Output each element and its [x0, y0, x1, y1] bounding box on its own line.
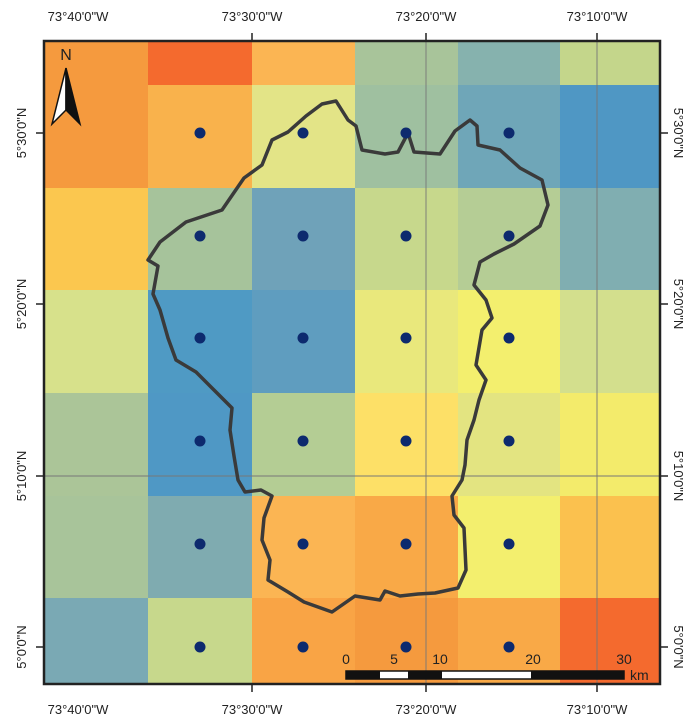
- station-point: [297, 230, 309, 242]
- bottom-longitude-label: 73°40'0"W: [48, 702, 109, 717]
- scale-tick-label: 10: [432, 651, 448, 667]
- right-latitude-label: 5°10'0"N: [671, 451, 686, 502]
- grid-cell: [44, 496, 148, 598]
- grid-cell: [355, 41, 458, 85]
- station-point: [503, 332, 515, 344]
- left-latitude-label: 5°30'0"N: [14, 108, 29, 159]
- grid-cell: [252, 598, 355, 684]
- north-label: N: [60, 47, 72, 64]
- top-longitude-label: 73°40'0"W: [48, 9, 109, 24]
- station-point: [503, 127, 515, 139]
- station-point: [400, 641, 412, 653]
- scale-tick-label: 0: [342, 651, 350, 667]
- top-longitude-label: 73°10'0"W: [567, 9, 628, 24]
- scale-unit-label: km: [630, 667, 649, 683]
- raster-grid: [44, 41, 660, 684]
- scale-bar: 0 5 10 20 30 km: [342, 651, 649, 683]
- station-point: [194, 435, 206, 447]
- bottom-longitude-label: 73°20'0"W: [396, 702, 457, 717]
- station-point: [400, 127, 412, 139]
- scale-bar-segment: [531, 671, 624, 679]
- bottom-longitude-label: 73°10'0"W: [567, 702, 628, 717]
- station-point: [194, 538, 206, 550]
- north-arrow-icon: N: [50, 47, 82, 127]
- station-point: [503, 538, 515, 550]
- right-latitude-label: 5°20'0"N: [671, 279, 686, 330]
- left-latitude-label: 5°20'0"N: [14, 279, 29, 330]
- top-longitude-label: 73°30'0"W: [222, 9, 283, 24]
- grid-cell: [560, 290, 660, 393]
- grid-cell: [252, 41, 355, 85]
- grid-cell: [44, 393, 148, 496]
- station-point: [400, 230, 412, 242]
- grid-cell: [560, 188, 660, 290]
- station-point: [194, 641, 206, 653]
- scale-bar-segment: [408, 671, 442, 679]
- station-point: [194, 230, 206, 242]
- station-point: [297, 332, 309, 344]
- station-point: [297, 641, 309, 653]
- right-latitude-label: 5°0'0"N: [671, 625, 686, 668]
- station-point: [297, 538, 309, 550]
- left-latitude-label: 5°0'0"N: [14, 625, 29, 668]
- station-point: [400, 538, 412, 550]
- map-frame: [42, 39, 662, 686]
- station-point: [400, 435, 412, 447]
- graticule-lines: [44, 41, 660, 684]
- scale-bar-segment: [346, 671, 380, 679]
- scale-tick-label: 5: [390, 651, 398, 667]
- grid-cell: [44, 41, 148, 85]
- bottom-longitude-label: 73°30'0"W: [222, 702, 283, 717]
- top-longitude-label: 73°20'0"W: [396, 9, 457, 24]
- watershed-boundary: [146, 99, 550, 614]
- grid-cell: [44, 290, 148, 393]
- station-point: [503, 230, 515, 242]
- station-point: [194, 332, 206, 344]
- frame-ticks: [36, 33, 668, 692]
- grid-cell: [560, 393, 660, 496]
- grid-cell: [560, 41, 660, 85]
- grid-cell: [148, 598, 252, 684]
- grid-cell: [560, 496, 660, 598]
- grid-cell: [148, 41, 252, 85]
- grid-cell: [560, 598, 660, 684]
- grid-cell: [355, 598, 458, 684]
- station-point: [503, 641, 515, 653]
- station-point: [297, 127, 309, 139]
- scale-tick-label: 20: [525, 651, 541, 667]
- station-point: [297, 435, 309, 447]
- station-point: [400, 332, 412, 344]
- station-point: [503, 435, 515, 447]
- left-latitude-label: 5°10'0"N: [14, 451, 29, 502]
- station-point: [194, 127, 206, 139]
- grid-cell: [458, 41, 560, 85]
- scale-tick-label: 30: [616, 651, 632, 667]
- grid-cell: [44, 188, 148, 290]
- right-latitude-label: 5°30'0"N: [671, 108, 686, 159]
- station-points: [194, 127, 515, 653]
- grid-cell: [44, 598, 148, 684]
- grid-cell: [458, 598, 560, 684]
- grid-cell: [560, 85, 660, 188]
